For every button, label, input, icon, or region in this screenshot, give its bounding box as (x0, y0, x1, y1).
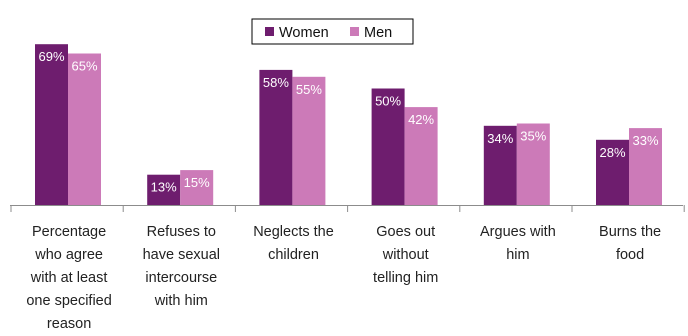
bar-women-1 (35, 44, 68, 206)
bar-men-1 (68, 53, 101, 205)
data-label-men-2: 15% (184, 175, 210, 190)
data-label-women-5: 34% (487, 131, 513, 146)
data-label-men-5: 35% (520, 128, 546, 143)
legend-box (251, 18, 414, 45)
legend-swatch-men (350, 27, 359, 36)
data-label-men-3: 55% (296, 82, 322, 97)
x-tick-label-3: Neglects the children (253, 224, 334, 263)
data-label-women-1: 69% (38, 49, 64, 64)
legend: Women Men (251, 18, 414, 45)
bar-women-5 (483, 125, 517, 205)
x-tick-label-5: Argues with him (480, 224, 556, 263)
bar-women-4 (371, 88, 405, 205)
bar-men-2 (180, 170, 214, 206)
data-label-women-3: 58% (263, 75, 289, 90)
bar-women-3 (259, 69, 293, 206)
bar-men-3 (292, 76, 326, 205)
x-tick-label-4: Goes out without telling him (373, 224, 438, 286)
data-label-men-6: 33% (632, 133, 658, 148)
bars-layer (35, 44, 662, 206)
x-tick-labels: Percentage who agree with at least one spec… (26, 224, 661, 332)
data-label-women-2: 13% (151, 180, 177, 195)
x-tick-label-6: Burns the food (599, 224, 661, 263)
bar-men-5 (516, 123, 550, 205)
data-label-men-4: 42% (408, 112, 434, 127)
bar-men-4 (404, 107, 438, 205)
legend-swatch-women (265, 27, 274, 36)
x-tick-label-1: Percentage who agree with at least one spec… (26, 224, 111, 332)
bar-men-6 (629, 128, 662, 205)
bar-women-2 (147, 174, 181, 205)
legend-label-women: Women (279, 25, 329, 41)
x-tick-label-2: Refuses to have sexual intercourse with him (143, 224, 220, 309)
data-labels-layer: 69% 65% 13% 15% 58% 55% 50% 42% 34% 35% 28% 33% (38, 49, 658, 195)
bar-women-6 (596, 139, 629, 205)
data-label-women-4: 50% (375, 94, 401, 109)
data-label-women-6: 28% (599, 145, 625, 160)
data-label-men-1: 65% (71, 59, 97, 74)
x-axis (10, 205, 685, 212)
legend-label-men: Men (364, 25, 392, 41)
